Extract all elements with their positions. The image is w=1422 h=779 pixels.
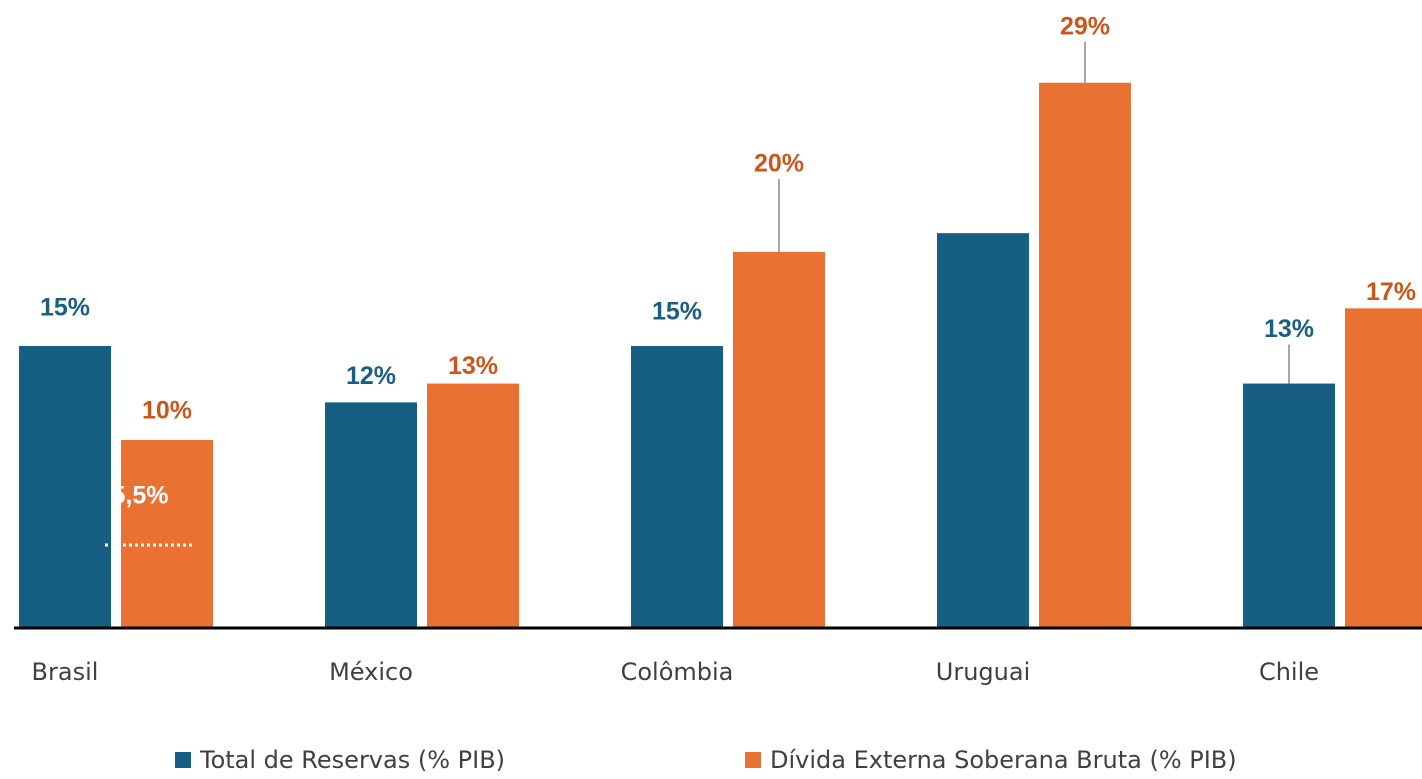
- annotation: 5,5%: [112, 482, 169, 510]
- data-label: 13%: [448, 352, 498, 380]
- bar: [427, 383, 519, 628]
- bar: [937, 233, 1029, 628]
- bar: [121, 439, 213, 628]
- legend-swatch: [175, 752, 191, 768]
- bar: [1039, 82, 1131, 629]
- data-label: 17%: [1366, 278, 1416, 306]
- data-label: 29%: [1060, 12, 1110, 40]
- bar: [631, 345, 723, 628]
- bar: [733, 251, 825, 629]
- legend-swatch: [745, 752, 761, 768]
- legend-label: Total de Reservas (% PIB): [199, 746, 505, 774]
- x-tick-label: Colômbia: [621, 658, 734, 686]
- data-label: 20%: [754, 150, 804, 178]
- bar: [1243, 383, 1335, 628]
- data-label: 13%: [1264, 315, 1314, 343]
- data-label: 15%: [652, 298, 702, 326]
- bar: [325, 402, 417, 628]
- bar: [19, 345, 111, 628]
- legend-label: Dívida Externa Soberana Bruta (% PIB): [770, 746, 1237, 774]
- data-label: 15%: [40, 294, 90, 322]
- data-label: 10%: [142, 397, 192, 425]
- bar: [1345, 308, 1422, 628]
- x-tick-label: Brasil: [32, 658, 99, 686]
- data-label: 12%: [346, 362, 396, 390]
- x-tick-label: Uruguai: [936, 658, 1030, 686]
- x-tick-label: Chile: [1259, 658, 1319, 686]
- x-tick-label: México: [329, 658, 413, 686]
